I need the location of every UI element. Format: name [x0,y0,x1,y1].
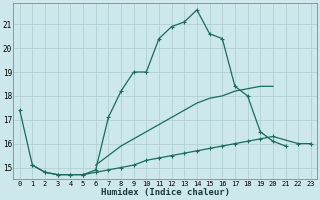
X-axis label: Humidex (Indice chaleur): Humidex (Indice chaleur) [101,188,230,197]
